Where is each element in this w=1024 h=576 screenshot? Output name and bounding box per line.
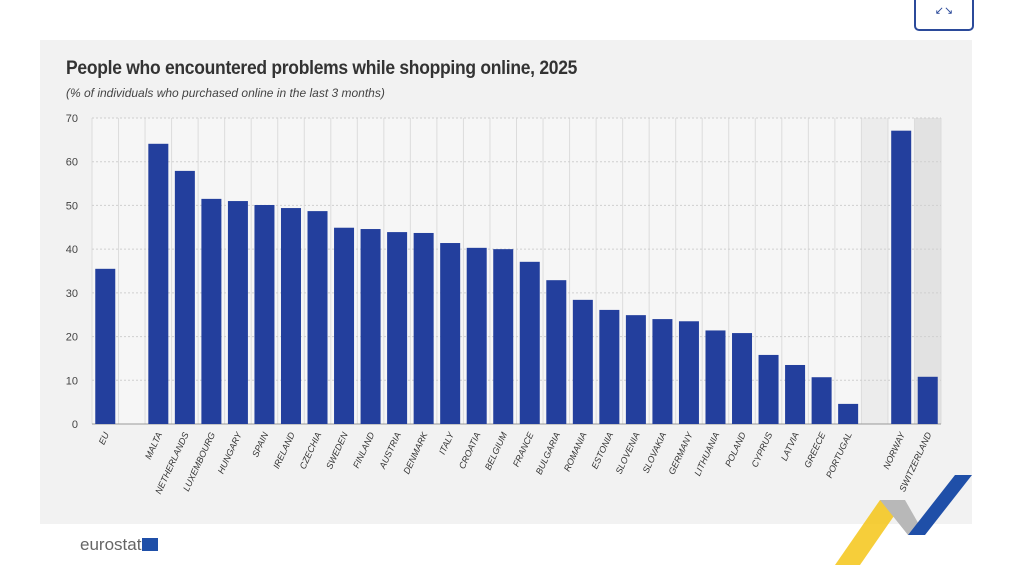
x-tick-label: SWEDEN bbox=[324, 430, 350, 470]
bar-croatia bbox=[466, 247, 487, 424]
eu-flag-icon bbox=[142, 538, 159, 551]
x-tick-label: GERMANY bbox=[666, 430, 695, 476]
x-tick-label: DENMARK bbox=[401, 430, 430, 476]
x-tick-label: IRELAND bbox=[271, 430, 297, 470]
y-tick-label: 30 bbox=[66, 288, 78, 300]
x-tick-label: ROMANIA bbox=[562, 431, 589, 473]
x-tick-label: BULGARIA bbox=[534, 431, 562, 476]
bar-germany bbox=[678, 321, 699, 424]
bar-romania bbox=[572, 299, 593, 424]
x-tick-label: ITALY bbox=[437, 430, 456, 456]
x-tick-label: EU bbox=[97, 430, 112, 446]
x-tick-label: GREECE bbox=[802, 430, 828, 470]
x-tick-label: LATVIA bbox=[779, 431, 801, 463]
x-tick-label: CZECHIA bbox=[298, 431, 324, 471]
bar-poland bbox=[732, 333, 753, 424]
bar-greece bbox=[811, 377, 832, 424]
bar-austria bbox=[387, 232, 408, 424]
y-tick-label: 50 bbox=[66, 200, 78, 212]
bar-switzerland bbox=[917, 376, 938, 424]
bar-finland bbox=[360, 229, 381, 424]
x-tick-label: CYPRUS bbox=[749, 431, 774, 469]
bar-cyprus bbox=[758, 354, 779, 424]
y-tick-label: 0 bbox=[72, 419, 78, 431]
bar-france bbox=[519, 261, 540, 424]
collapse-arrows-icon: ↙↘ bbox=[934, 5, 954, 17]
y-tick-label: 70 bbox=[66, 113, 78, 125]
y-tick-label: 20 bbox=[66, 332, 78, 344]
y-tick-label: 10 bbox=[66, 375, 78, 387]
decorative-ribbon bbox=[835, 475, 972, 565]
bar-denmark bbox=[413, 232, 434, 424]
y-tick-label: 60 bbox=[66, 157, 78, 169]
x-tick-label: HUNGARY bbox=[216, 430, 244, 476]
non-eu-shade bbox=[914, 118, 941, 424]
x-tick-label: NORWAY bbox=[881, 430, 907, 471]
eurostat-logo: eurostat bbox=[80, 535, 159, 555]
x-tick-label: LITHUANIA bbox=[692, 431, 721, 478]
bar-hungary bbox=[227, 201, 248, 424]
chart-subtitle: (% of individuals who purchased online i… bbox=[66, 86, 385, 100]
bar-norway bbox=[891, 130, 912, 425]
bar-malta bbox=[148, 143, 169, 424]
bar-lithuania bbox=[705, 330, 726, 424]
bar-spain bbox=[254, 204, 275, 424]
bar-portugal bbox=[838, 403, 859, 424]
x-tick-label: CROATIA bbox=[457, 431, 483, 471]
bar-eu bbox=[95, 268, 116, 424]
x-tick-label: AUSTRIA bbox=[377, 431, 403, 471]
x-tick-label: FINLAND bbox=[351, 430, 377, 470]
x-tick-label: SLOVENIA bbox=[614, 431, 642, 476]
bar-luxembourg bbox=[201, 198, 222, 424]
x-tick-label: MALTA bbox=[143, 431, 164, 461]
bar-latvia bbox=[785, 364, 806, 424]
x-tick-label: SLOVAKIA bbox=[641, 431, 669, 475]
bar-bulgaria bbox=[546, 280, 567, 424]
bar-belgium bbox=[493, 249, 514, 424]
x-tick-label: ESTONIA bbox=[589, 431, 615, 471]
bar-slovenia bbox=[625, 315, 646, 424]
non-eu-shade bbox=[861, 118, 888, 424]
bar-slovakia bbox=[652, 319, 673, 424]
bar-netherlands bbox=[174, 170, 195, 424]
chart-title: People who encountered problems while sh… bbox=[66, 58, 578, 79]
bar-czechia bbox=[307, 211, 328, 424]
bar-estonia bbox=[599, 309, 620, 424]
x-tick-label: BELGIUM bbox=[483, 430, 509, 471]
bar-sweden bbox=[334, 227, 355, 424]
x-tick-label: FRANCE bbox=[511, 430, 536, 469]
y-tick-label: 40 bbox=[66, 244, 78, 256]
x-tick-label: POLAND bbox=[723, 430, 748, 468]
x-tick-label: SPAIN bbox=[250, 430, 270, 459]
logo-text: eurostat bbox=[80, 535, 142, 554]
expand-button[interactable]: ↙↘ bbox=[914, 0, 974, 31]
bar-italy bbox=[440, 243, 461, 424]
bar-ireland bbox=[280, 208, 301, 424]
